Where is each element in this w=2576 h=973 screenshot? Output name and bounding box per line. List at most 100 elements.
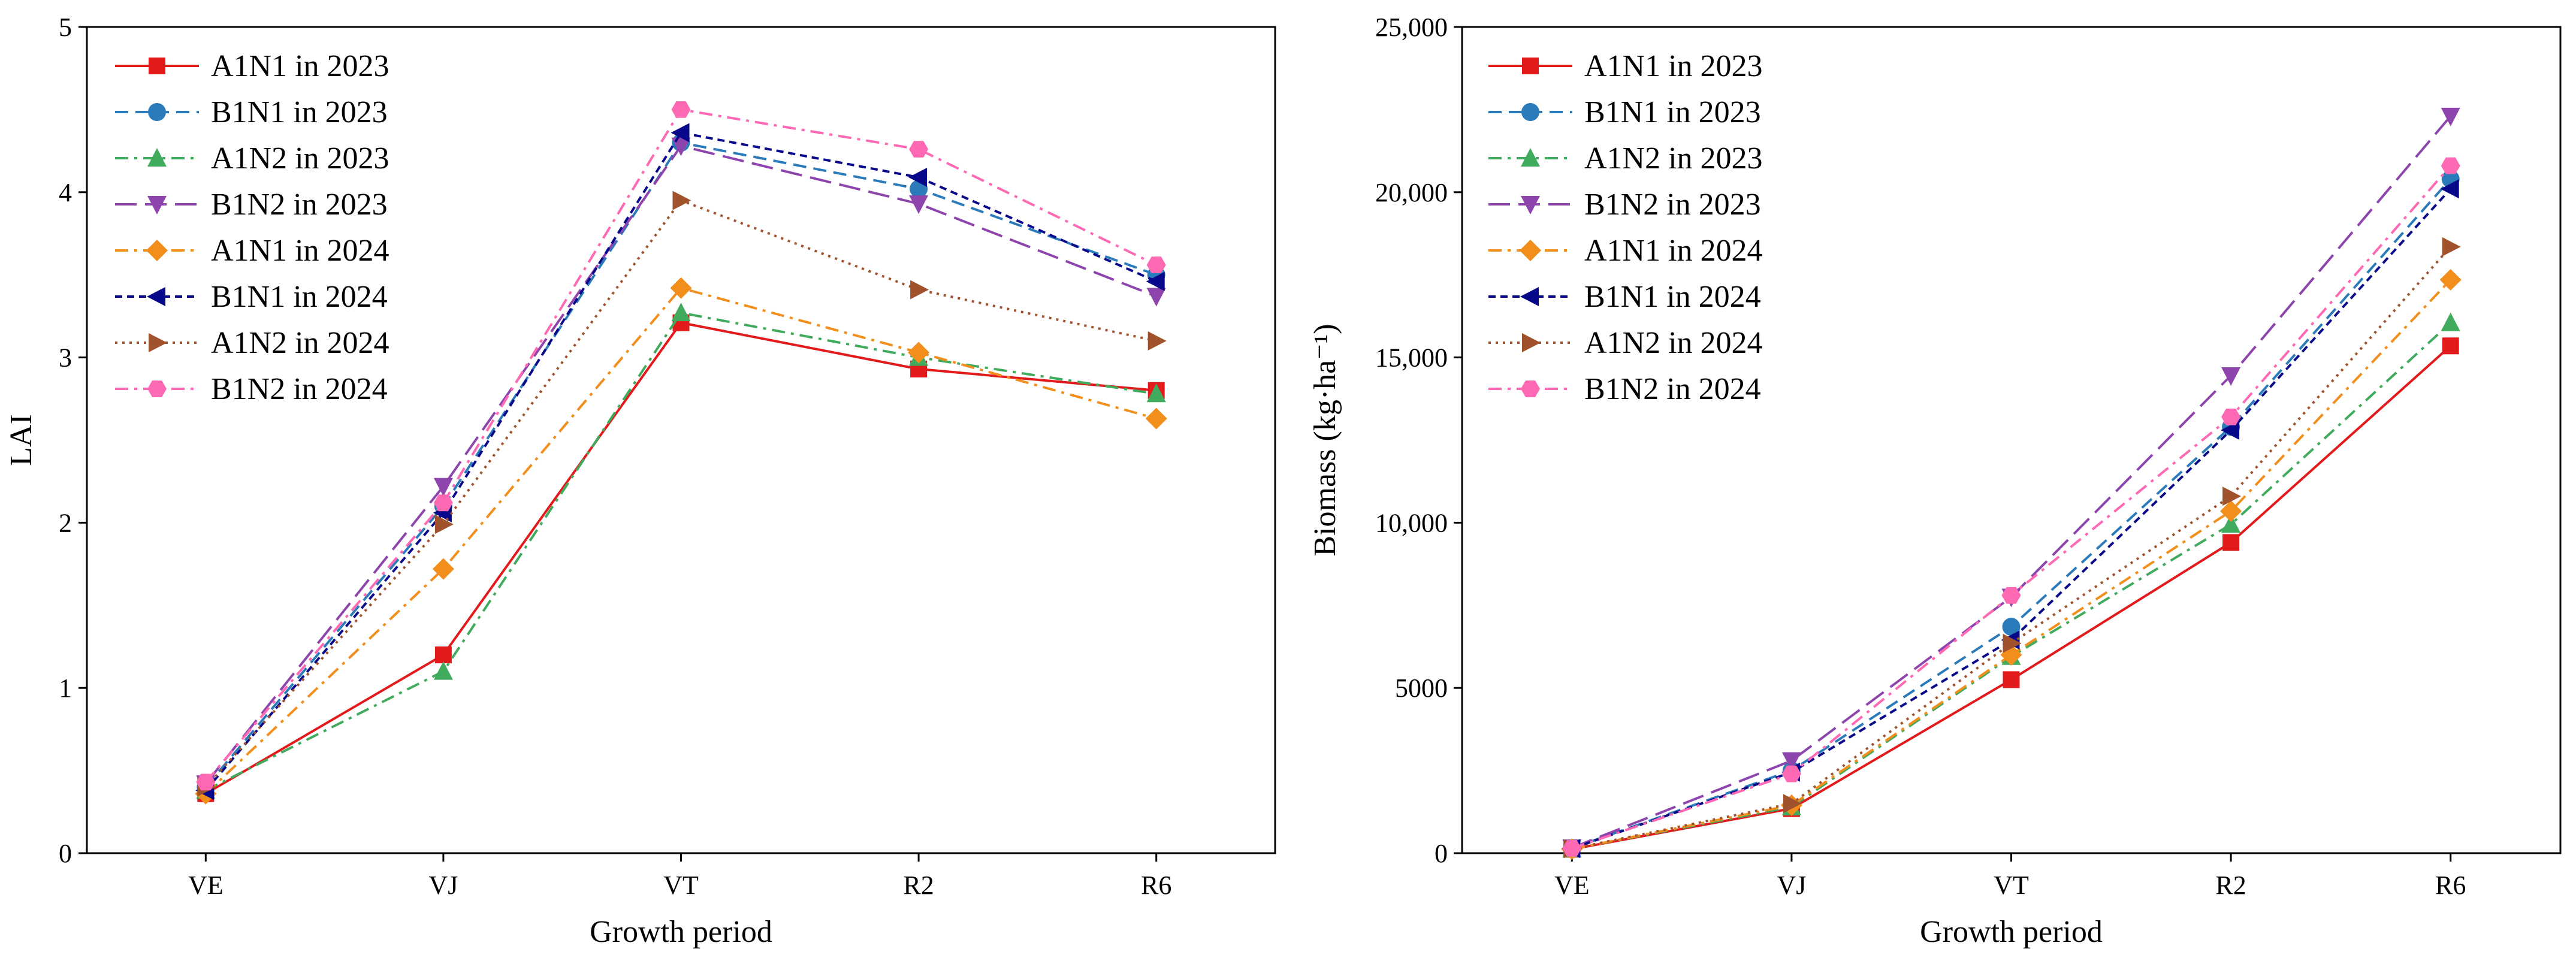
legend-label: A1N1 in 2024 [1584,234,1763,268]
legend-label: A1N2 in 2023 [1584,141,1763,176]
data-point [1146,383,1166,403]
legend-label: A1N1 in 2023 [211,49,389,83]
legend: A1N1 in 2023 B1N1 in 2023 A1N2 in 2023 B1N2… [1488,49,1763,406]
legend-label: B1N2 in 2024 [211,372,388,406]
y-tick-label: 2 [59,508,72,537]
y-tick-label: 3 [59,343,72,373]
legend-label: B1N2 in 2023 [211,188,388,222]
series-line [1571,115,2452,850]
series-line [204,286,1157,795]
series-line [204,131,1157,791]
series-2 [1563,170,2460,857]
data-point [909,141,929,158]
y-tick-label: 5000 [1395,673,1448,703]
legend-marker [149,58,165,74]
x-axis-title: Growth period [590,915,772,949]
data-point [1146,256,1166,273]
legend-label: A1N1 in 2023 [1584,49,1763,83]
legend-marker [147,287,165,306]
data-point [671,123,690,143]
data-point [434,515,454,534]
y-tick-label: 5 [59,13,72,42]
legend-label: A1N1 in 2024 [211,234,389,268]
data-point [2001,587,2021,604]
legend-label: B1N2 in 2024 [1584,372,1761,406]
data-point [908,167,928,187]
y-tick-label: 20,000 [1375,178,1448,207]
data-point [671,303,691,322]
series-line [1571,279,2452,851]
x-tick-label: R6 [1141,871,1171,900]
legend-marker [147,196,167,214]
legend-marker [1521,148,1540,167]
data-point [2442,237,2461,256]
data-point [910,280,929,300]
x-tick-label: VE [188,871,224,900]
data-point [2220,500,2242,522]
series-2 [197,134,1165,796]
x-tick-label: VT [1994,871,2029,900]
legend-marker [1520,240,1541,261]
legend-label: B1N1 in 2024 [1584,280,1761,314]
data-point [671,101,691,118]
legend-label: A1N2 in 2024 [1584,326,1763,360]
legend-marker [1521,196,1540,214]
legend-label: B1N1 in 2023 [1584,95,1761,129]
data-point [1147,331,1167,351]
data-point [2442,337,2459,355]
data-point [1783,794,1802,814]
legend-label: B1N2 in 2023 [1584,188,1761,222]
data-point [2221,514,2241,533]
legend-label: A1N2 in 2024 [211,326,389,360]
data-point [434,646,452,664]
legend-marker [146,240,168,261]
x-tick-label: VE [1554,871,1590,900]
data-point [433,494,453,512]
legend-label: B1N1 in 2023 [211,95,388,129]
data-point [2440,179,2459,199]
x-tick-label: R2 [2215,871,2246,900]
y-tick-label: 0 [59,839,72,868]
legend-label: A1N2 in 2023 [211,141,389,176]
legend-marker [1522,333,1541,352]
data-point [1781,765,1801,782]
data-point [2221,420,2240,440]
x-axis-title: Growth period [1920,915,2103,949]
data-point [909,195,929,214]
data-point [2222,534,2240,551]
data-point [1781,752,1801,771]
series-8 [196,101,1166,791]
data-point [432,558,454,580]
y-tick-label: 0 [1435,839,1448,868]
x-tick-label: VJ [1777,871,1806,900]
y-axis-title: LAI [4,414,38,466]
series-line [1571,165,2452,850]
x-tick-label: R2 [903,871,934,900]
data-point [2221,367,2241,386]
data-point [433,661,453,680]
y-tick-label: 15,000 [1375,343,1448,373]
x-tick-label: VT [663,871,699,900]
data-point [2439,268,2462,291]
data-point [2441,107,2460,126]
data-point [2002,618,2021,636]
data-point [2003,633,2022,653]
data-point [908,342,930,364]
legend-marker [1521,103,1539,121]
series-8 [1562,157,2460,857]
legend-marker [1522,58,1539,74]
series-line [1571,188,2452,850]
data-point [1146,288,1166,307]
legend: A1N1 in 2023 B1N1 in 2023 A1N2 in 2023 B1N2… [115,49,389,406]
data-point [2441,157,2460,174]
x-tick-label: R6 [2435,871,2466,900]
data-point [2003,671,2020,688]
y-axis-title: Biomass (kg·ha⁻¹) [1308,324,1342,556]
data-point [670,277,692,299]
data-point [2221,409,2241,425]
legend-label: B1N1 in 2024 [211,280,388,314]
chart-panel-2: 0 5000 10,000 15,000 20,000 25,000 VE VJ VT R2 R6 G… [1308,13,2562,949]
y-tick-label: 1 [59,673,72,703]
